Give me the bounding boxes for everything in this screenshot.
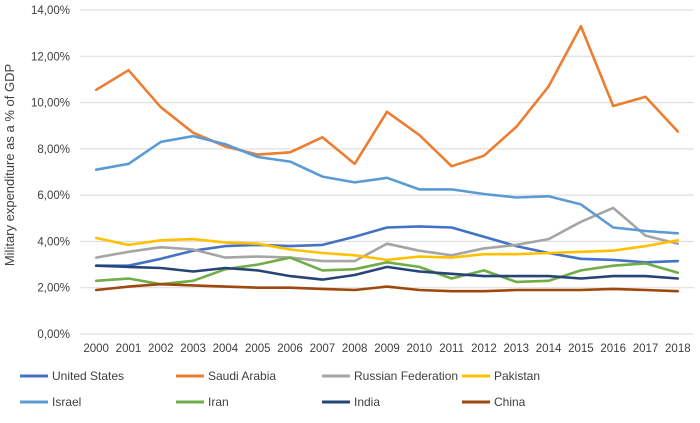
legend-label: Israel: [52, 395, 81, 409]
legend-label: Pakistan: [494, 369, 540, 383]
y-tick-label: 10,00%: [31, 98, 70, 110]
x-tick-label: 2002: [148, 343, 174, 355]
legend-item-united-states: United States: [20, 369, 124, 383]
x-tick-label: 2006: [277, 343, 303, 355]
series-lines: [94, 24, 680, 293]
series-line-iran: [94, 256, 680, 286]
y-tick-label: 2,00%: [37, 283, 70, 295]
y-tick-label: 14,00%: [31, 5, 70, 17]
x-tick-label: 2011: [439, 343, 464, 355]
legend-label: China: [494, 395, 526, 409]
legend-item-russian-federation: Russian Federation: [322, 369, 458, 383]
legend-label: United States: [52, 369, 124, 383]
y-tick-label: 12,00%: [31, 51, 70, 63]
x-tick-label: 2008: [342, 343, 368, 355]
series-line-china: [94, 282, 680, 293]
series-line-israel: [94, 134, 680, 235]
legend-item-israel: Israel: [20, 395, 81, 409]
series-line-pakistan: [94, 236, 680, 262]
y-tick-label: 6,00%: [37, 190, 70, 202]
legend-label: India: [354, 395, 380, 409]
x-tick-label: 2000: [83, 343, 109, 355]
y-tick-label: 8,00%: [37, 144, 70, 156]
y-tick-label: 4,00%: [37, 236, 70, 248]
legend-label: Russian Federation: [354, 369, 458, 383]
x-tick-label: 2007: [310, 343, 336, 355]
x-tick-label: 2004: [213, 343, 239, 355]
legend-item-china: China: [462, 395, 526, 409]
legend: United States Saudi Arabia Russian Federat…: [20, 369, 540, 409]
x-tick-label: 2014: [536, 343, 562, 355]
series-line-saudi-arabia: [94, 24, 680, 168]
series-line-india: [94, 264, 680, 281]
legend-item-iran: Iran: [176, 395, 229, 409]
x-tick-label: 2010: [407, 343, 433, 355]
series-line-russian-federation: [94, 206, 680, 263]
x-tick-label: 2016: [600, 343, 626, 355]
y-axis-title: Military expenditure as a % of GDP: [2, 64, 17, 266]
x-tick-label: 2009: [374, 343, 400, 355]
x-tick-label: 2017: [633, 343, 659, 355]
y-axis-tick-labels: 0,00% 2,00% 4,00% 6,00% 8,00% 10,00% 12,00% 14,…: [31, 5, 70, 341]
x-tick-label: 2001: [116, 343, 142, 355]
y-tick-label: 0,00%: [37, 329, 70, 341]
legend-label: Saudi Arabia: [208, 369, 276, 383]
x-tick-label: 2013: [503, 343, 529, 355]
legend-label: Iran: [208, 395, 229, 409]
x-axis-tick-labels: 2000 2001 2002 2003 2004 2005 2006 2007 2008 2009…: [83, 343, 690, 355]
legend-item-saudi-arabia: Saudi Arabia: [176, 369, 276, 383]
legend-item-india: India: [322, 395, 380, 409]
gridlines: [80, 9, 694, 335]
x-tick-label: 2015: [568, 343, 594, 355]
x-tick-label: 2005: [245, 343, 271, 355]
x-tick-label: 2012: [471, 343, 497, 355]
x-tick-label: 2003: [180, 343, 206, 355]
legend-item-pakistan: Pakistan: [462, 369, 540, 383]
x-tick-label: 2018: [665, 343, 691, 355]
